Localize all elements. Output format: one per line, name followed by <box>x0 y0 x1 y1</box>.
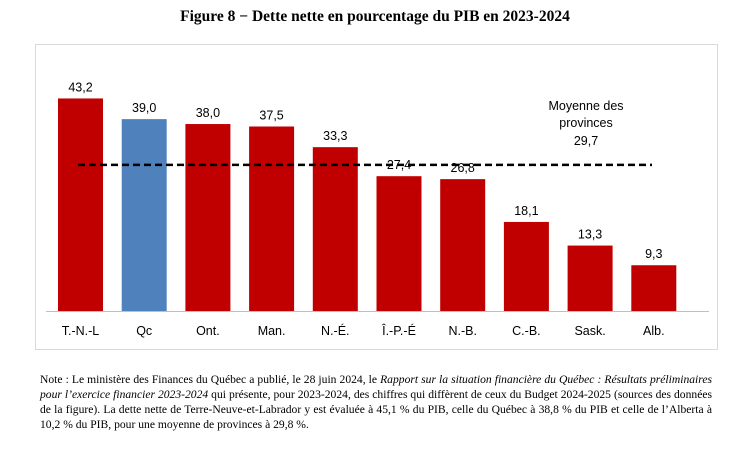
data-label-9: 9,3 <box>645 247 662 261</box>
data-label-6: 26,8 <box>451 161 475 175</box>
data-label-4: 33,3 <box>323 129 347 143</box>
x-tick-label-3: Man. <box>258 324 286 338</box>
note-report-title: Rapport sur la situation financière du Q… <box>40 373 712 401</box>
x-tick-label-5: Î.-P.-É <box>381 323 416 338</box>
average-value-label: 29,7 <box>574 134 598 148</box>
data-label-7: 18,1 <box>514 204 538 218</box>
data-label-0: 43,2 <box>68 80 92 94</box>
data-label-2: 38,0 <box>196 106 220 120</box>
data-label-8: 13,3 <box>578 228 602 242</box>
bar-4 <box>312 147 358 311</box>
note-prefix: Note : Le ministère des Finances du Québ… <box>40 373 381 386</box>
data-label-1: 39,0 <box>132 101 156 115</box>
bar-chart: 43,2 T.-N.-L 39,0 Qc 38,0 Ont. 37,5 Man. 33,3 N.-… <box>46 80 709 338</box>
x-tick-label-4: N.-É. <box>321 323 349 338</box>
bar-0 <box>58 98 103 312</box>
data-label-3: 37,5 <box>259 109 283 123</box>
bar-3 <box>249 126 295 311</box>
note-suffix: qui présente, pour 2023-2024, des chiffr… <box>40 388 712 431</box>
x-tick-label-0: T.-N.-L <box>62 324 100 338</box>
bar-6 <box>440 179 486 311</box>
x-tick-label-2: Ont. <box>196 324 220 338</box>
average-label-line2: provinces <box>559 116 613 130</box>
x-tick-label-8: Sask. <box>574 324 605 338</box>
x-tick-label-9: Alb. <box>643 324 665 338</box>
bar-8 <box>567 245 613 311</box>
bar-1 <box>121 119 167 312</box>
x-tick-label-1: Qc <box>136 324 152 338</box>
x-tick-label-7: C.-B. <box>512 324 540 338</box>
x-tick-label-6: N.-B. <box>448 324 476 338</box>
bar-2 <box>185 124 231 311</box>
average-label-line1: Moyenne des <box>548 99 623 113</box>
figure-note: Note : Le ministère des Finances du Québ… <box>40 372 712 432</box>
figure-title: Figure 8 − Dette nette en pourcentage du… <box>180 8 570 25</box>
bar-7 <box>503 221 549 311</box>
bar-9 <box>631 265 677 311</box>
bar-5 <box>376 176 422 311</box>
chart-area: 43,2 T.-N.-L 39,0 Qc 38,0 Ont. 37,5 Man. 33,3 N.-… <box>35 44 718 350</box>
